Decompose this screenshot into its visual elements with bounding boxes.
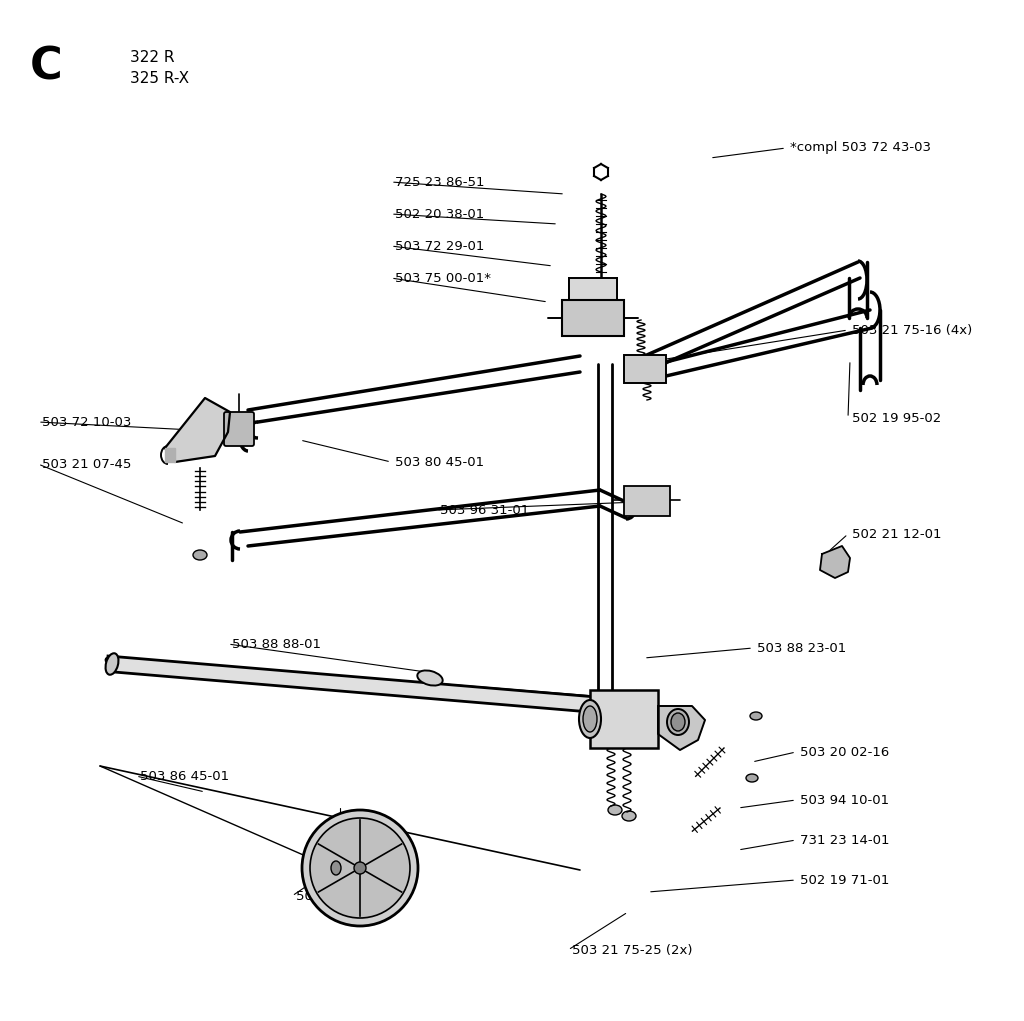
Ellipse shape [331, 861, 341, 875]
Ellipse shape [667, 709, 689, 735]
Text: 322 R
325 R-X: 322 R 325 R-X [130, 50, 189, 86]
Text: 502 20 38-01: 502 20 38-01 [395, 207, 484, 221]
Text: 503 21 07-45: 503 21 07-45 [42, 457, 131, 471]
Text: *compl 503 72 43-03: *compl 503 72 43-03 [790, 142, 931, 154]
Text: 503 72 10-03: 503 72 10-03 [42, 416, 131, 429]
Text: 502 19 95-02: 502 19 95-02 [852, 411, 941, 425]
Text: 503 96 31-01: 503 96 31-01 [440, 503, 529, 517]
Ellipse shape [310, 818, 410, 918]
FancyBboxPatch shape [569, 278, 617, 300]
Text: 725 23 86-51: 725 23 86-51 [395, 176, 484, 189]
FancyBboxPatch shape [224, 412, 254, 446]
Polygon shape [658, 706, 705, 750]
Text: 503 72 29-01: 503 72 29-01 [395, 240, 484, 252]
Text: 503 88 23-01: 503 88 23-01 [757, 641, 846, 654]
Ellipse shape [579, 700, 601, 738]
Text: 503 86 45-01: 503 86 45-01 [140, 770, 229, 782]
Text: 503 75 00-01*: 503 75 00-01* [395, 272, 490, 285]
Polygon shape [108, 657, 612, 714]
Ellipse shape [418, 671, 442, 685]
Ellipse shape [746, 774, 758, 782]
Text: 503 88 88-01: 503 88 88-01 [232, 637, 321, 650]
Text: 502 19 71-01: 502 19 71-01 [800, 874, 890, 886]
Ellipse shape [302, 810, 418, 926]
Ellipse shape [583, 706, 597, 732]
FancyBboxPatch shape [590, 690, 658, 748]
FancyBboxPatch shape [624, 486, 670, 516]
Text: 502 21 12-01: 502 21 12-01 [852, 528, 941, 540]
Ellipse shape [608, 805, 622, 815]
Polygon shape [165, 398, 230, 461]
Text: 503 80 45-01: 503 80 45-01 [395, 455, 484, 469]
Ellipse shape [671, 713, 685, 731]
Ellipse shape [354, 862, 366, 874]
FancyBboxPatch shape [624, 355, 666, 383]
Polygon shape [820, 546, 850, 578]
Text: 503 21 75-25 (2x): 503 21 75-25 (2x) [572, 943, 692, 957]
Text: 503 21 75-16 (4x): 503 21 75-16 (4x) [852, 324, 972, 337]
FancyBboxPatch shape [562, 300, 624, 336]
Text: 503 87 26-01: 503 87 26-01 [296, 889, 385, 903]
Text: 503 94 10-01: 503 94 10-01 [800, 793, 889, 807]
Text: 731 23 14-01: 731 23 14-01 [800, 833, 890, 846]
Text: 503 20 02-16: 503 20 02-16 [800, 745, 889, 759]
Ellipse shape [750, 712, 762, 720]
Ellipse shape [193, 550, 207, 560]
Ellipse shape [622, 811, 636, 821]
Ellipse shape [105, 653, 119, 675]
Text: C: C [30, 45, 62, 88]
Polygon shape [165, 448, 175, 461]
